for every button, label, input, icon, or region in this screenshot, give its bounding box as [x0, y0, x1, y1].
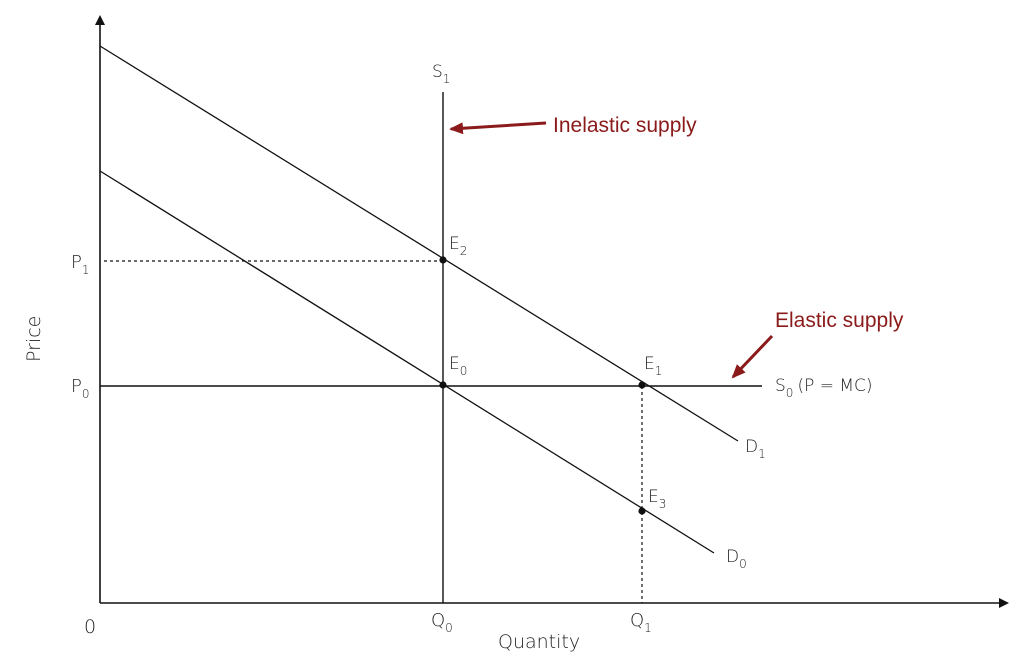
curve-label-d1: D1	[745, 437, 766, 461]
point-e1	[638, 381, 646, 389]
inelastic-arrow	[449, 121, 547, 135]
point-label-e2: E2	[449, 234, 467, 258]
curve-label-s0: S0 (P = MC)	[775, 376, 873, 400]
curve-label-d0: D0	[726, 547, 747, 571]
annotation-elastic-supply: Elastic supply	[775, 309, 904, 332]
point-label-e1: E1	[644, 354, 662, 378]
tick-label-p0: P0	[71, 376, 90, 401]
point-label-e3: E3	[648, 487, 666, 511]
point-e2	[439, 256, 447, 264]
point-label-e0: E0	[449, 354, 467, 378]
point-e0	[439, 381, 447, 389]
annotation-inelastic-supply: Inelastic supply	[553, 114, 697, 137]
origin-label: 0	[84, 616, 96, 638]
elastic-arrow	[731, 334, 774, 379]
demand-curve-d1	[99, 45, 739, 442]
x-axis-label: Quantity	[498, 631, 580, 653]
curve-label-s1: S1	[432, 62, 450, 86]
demand-curve-d0	[99, 170, 715, 554]
tick-label-q1: Q1	[630, 610, 652, 635]
y-axis-label: Price	[23, 316, 45, 362]
point-e3	[638, 507, 646, 515]
tick-label-q0: Q0	[431, 610, 453, 635]
tick-label-p1: P1	[71, 252, 90, 277]
